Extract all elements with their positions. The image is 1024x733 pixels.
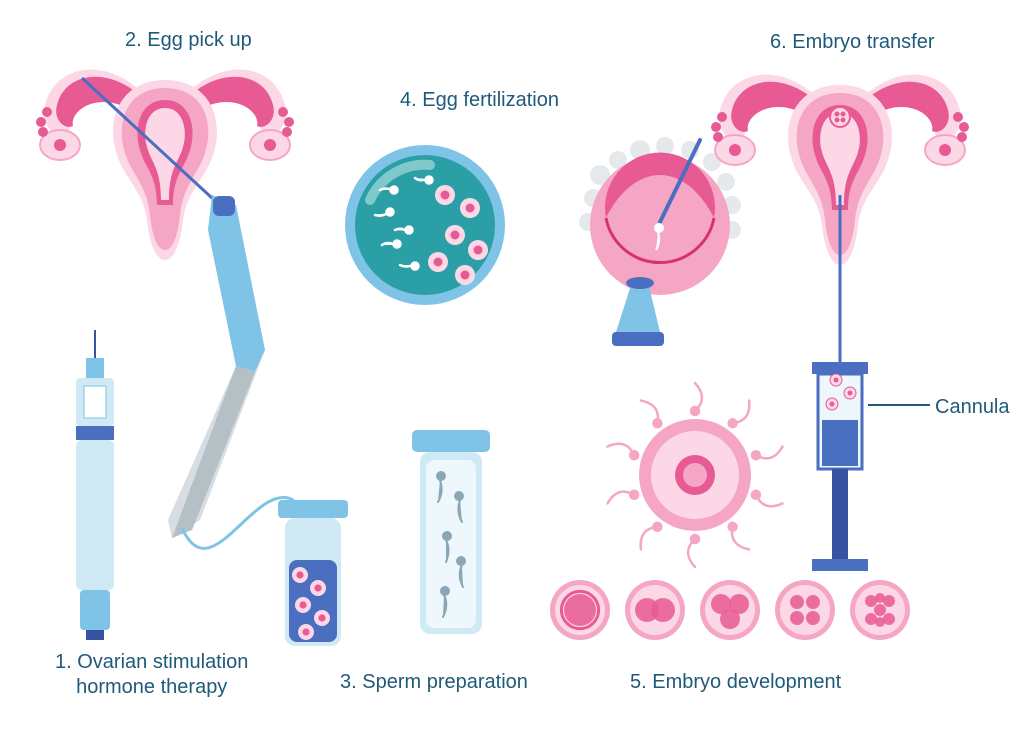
ivf-infographic: 2. Egg pick up 4. Egg fertilization 6. E… [0,0,1024,733]
transfer-syringe-icon [812,362,868,571]
egg-with-sperm-icon [608,383,783,567]
icsi-icon [579,137,741,346]
diagram-svg: .u-shadow{fill:#fcd8e6}.u-body{fill:#f6a… [0,0,1024,733]
sperm-vial-icon [412,430,490,634]
fertilization-dish-icon [345,145,505,305]
hormone-pen-icon [76,330,114,640]
aspiration-handle-icon [168,195,265,538]
step2-uterus-icon: .u-shadow{fill:#fcd8e6}.u-body{fill:#f6a… [36,70,294,260]
collection-tube-icon [278,500,348,646]
embryo-stages-icon [550,580,910,640]
